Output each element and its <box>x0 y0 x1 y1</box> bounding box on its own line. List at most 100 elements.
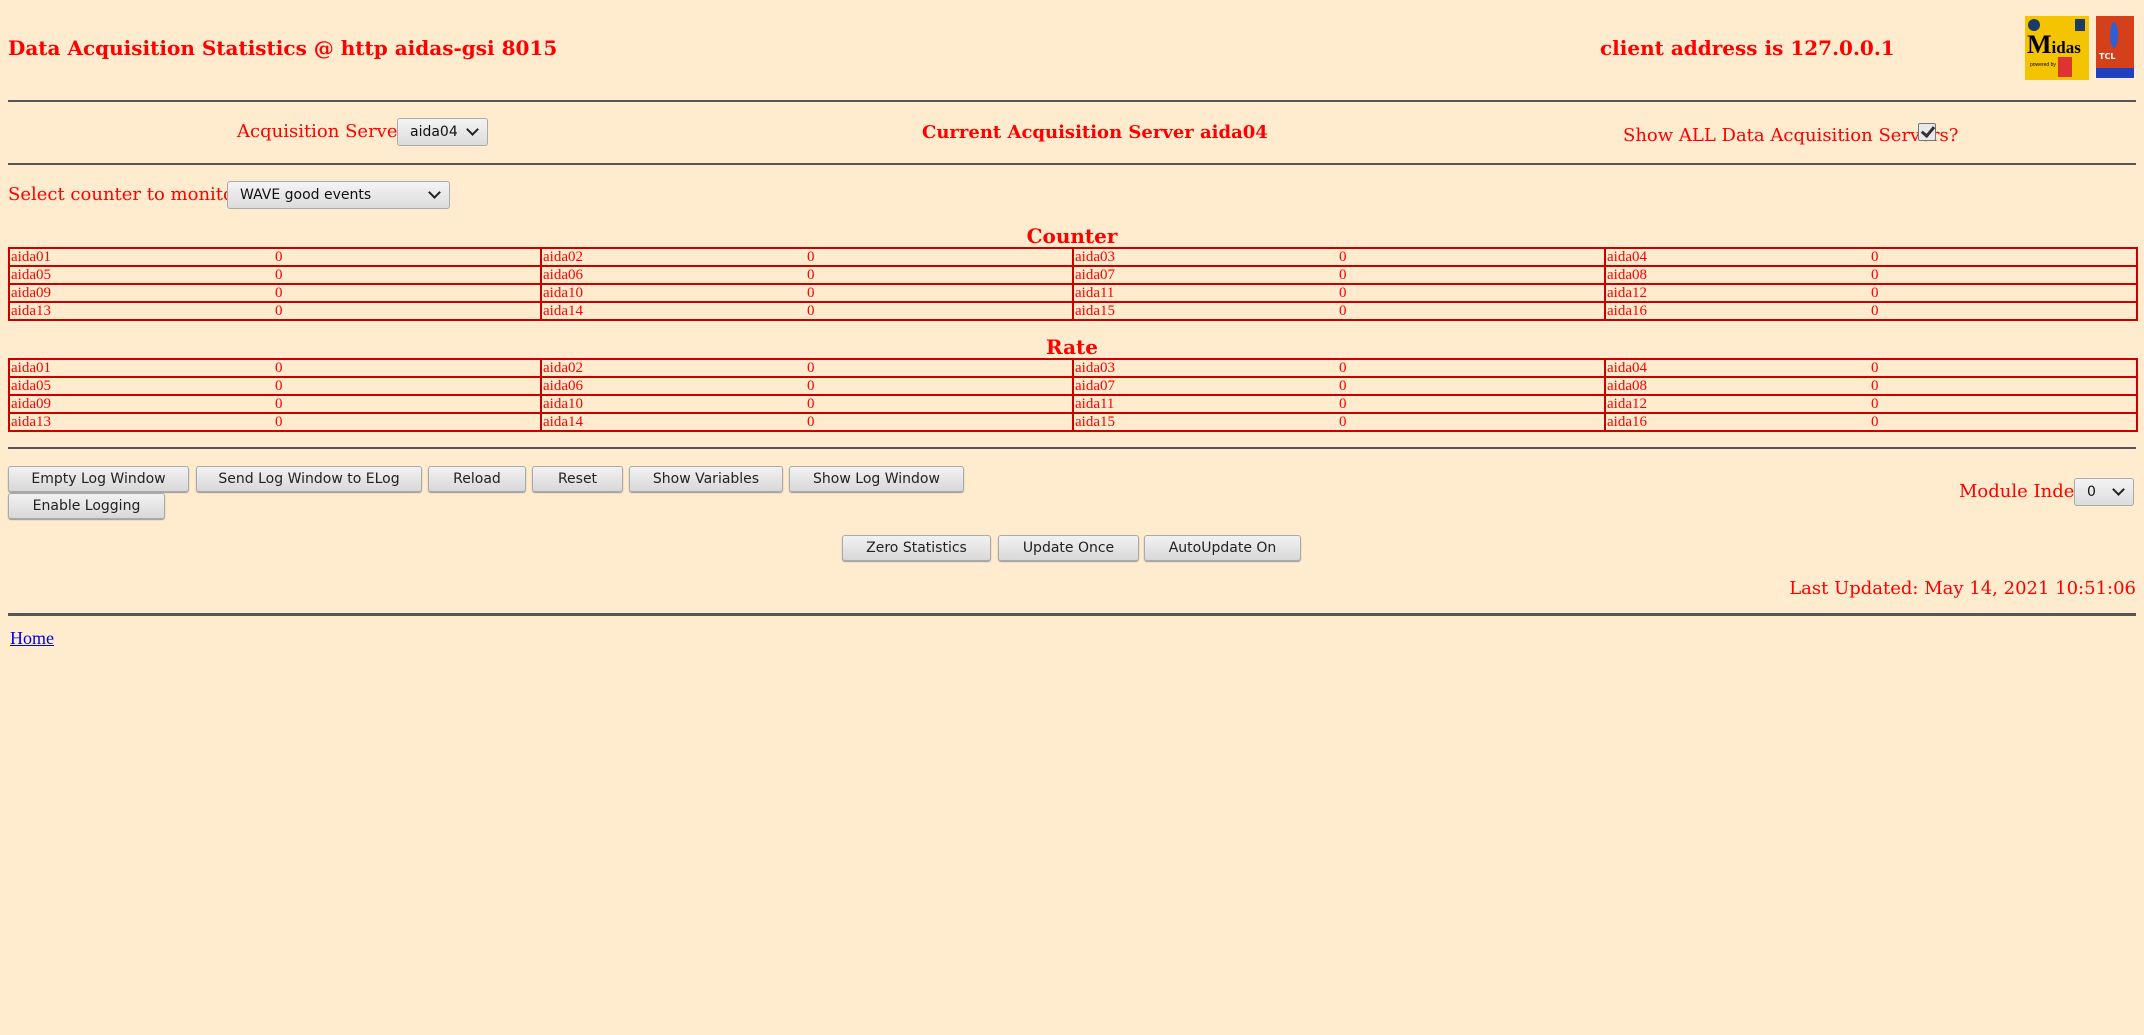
counter-heading: Counter <box>1026 224 1118 248</box>
stat-value: 0 <box>275 360 283 376</box>
stat-cell: aida04 0 <box>1604 358 2138 378</box>
server-name: aida16 <box>1607 414 1647 430</box>
server-name: aida14 <box>543 414 583 430</box>
selected-module-index: 0 <box>2087 484 2096 500</box>
server-name: aida08 <box>1607 267 1647 283</box>
stat-value: 0 <box>275 378 283 394</box>
stat-value: 0 <box>1339 303 1347 319</box>
server-name: aida02 <box>543 360 583 376</box>
stat-value: 0 <box>807 378 815 394</box>
server-name: aida12 <box>1607 396 1647 412</box>
server-name: aida01 <box>11 249 51 265</box>
stat-cell: aida04 0 <box>1604 247 2138 267</box>
server-name: aida16 <box>1607 303 1647 319</box>
stat-value: 0 <box>807 249 815 265</box>
counter-table: aida01 0 aida02 0 aida03 0 aida04 0 aida05 0 aida0… <box>8 247 2138 321</box>
stat-cell: aida07 0 <box>1072 376 1606 396</box>
stat-value: 0 <box>807 267 815 283</box>
stat-value: 0 <box>275 414 283 430</box>
stat-cell: aida10 0 <box>540 394 1074 414</box>
stat-value: 0 <box>1871 249 1879 265</box>
server-name: aida05 <box>11 267 51 283</box>
stat-value: 0 <box>1339 267 1347 283</box>
page-title: Data Acquisition Statistics @ http aidas… <box>8 36 558 60</box>
stat-cell: aida03 0 <box>1072 247 1606 267</box>
reload-button[interactable]: Reload <box>428 466 526 492</box>
stat-cell: aida02 0 <box>540 247 1074 267</box>
stat-cell: aida12 0 <box>1604 394 2138 414</box>
stat-value: 0 <box>1871 285 1879 301</box>
stat-cell: aida05 0 <box>8 376 542 396</box>
server-name: aida10 <box>543 396 583 412</box>
zero-statistics-button[interactable]: Zero Statistics <box>842 535 991 561</box>
counter-select[interactable]: WAVE good events <box>227 181 450 209</box>
stat-cell: aida14 0 <box>540 301 1074 321</box>
acquisition-servers-label: Acquisition Servers <box>237 121 416 142</box>
home-link[interactable]: Home <box>10 628 54 648</box>
stat-cell: aida11 0 <box>1072 283 1606 303</box>
stat-cell: aida06 0 <box>540 376 1074 396</box>
stat-value: 0 <box>807 414 815 430</box>
stat-cell: aida14 0 <box>540 412 1074 432</box>
selected-server: aida04 <box>410 124 458 140</box>
chevron-down-icon <box>2112 483 2125 496</box>
divider <box>8 613 2136 616</box>
stat-value: 0 <box>275 396 283 412</box>
server-name: aida02 <box>543 249 583 265</box>
show-variables-button[interactable]: Show Variables <box>629 466 783 492</box>
server-name: aida03 <box>1075 249 1115 265</box>
stat-value: 0 <box>1871 378 1879 394</box>
server-name: aida11 <box>1075 396 1115 412</box>
counter-select-label: Select counter to monitor <box>8 184 243 205</box>
enable-logging-button[interactable]: Enable Logging <box>8 493 165 519</box>
midas-logo: Midas powered by <box>2025 16 2089 80</box>
server-name: aida07 <box>1075 267 1115 283</box>
stat-cell: aida13 0 <box>8 412 542 432</box>
server-name: aida03 <box>1075 360 1115 376</box>
server-name: aida13 <box>11 303 51 319</box>
show-all-checkbox[interactable] <box>1918 123 1936 141</box>
last-updated: Last Updated: May 14, 2021 10:51:06 <box>1789 578 2136 599</box>
server-name: aida12 <box>1607 285 1647 301</box>
update-once-button[interactable]: Update Once <box>998 535 1139 561</box>
stat-cell: aida02 0 <box>540 358 1074 378</box>
stat-cell: aida13 0 <box>8 301 542 321</box>
stat-value: 0 <box>1339 360 1347 376</box>
server-name: aida06 <box>543 378 583 394</box>
divider <box>8 163 2136 165</box>
stat-cell: aida11 0 <box>1072 394 1606 414</box>
stat-value: 0 <box>1871 396 1879 412</box>
stat-value: 0 <box>1339 396 1347 412</box>
stat-cell: aida07 0 <box>1072 265 1606 285</box>
server-name: aida11 <box>1075 285 1115 301</box>
server-name: aida10 <box>543 285 583 301</box>
stat-value: 0 <box>275 285 283 301</box>
stat-value: 0 <box>1339 285 1347 301</box>
stat-value: 0 <box>275 267 283 283</box>
selected-counter: WAVE good events <box>240 187 372 203</box>
current-server: Current Acquisition Server aida04 <box>922 122 1268 143</box>
stat-value: 0 <box>275 303 283 319</box>
stat-value: 0 <box>1871 360 1879 376</box>
divider <box>8 100 2136 102</box>
empty-log-window-button[interactable]: Empty Log Window <box>8 466 189 492</box>
module-index-select[interactable]: 0 <box>2074 478 2134 506</box>
stat-value: 0 <box>1871 303 1879 319</box>
acquisition-server-select[interactable]: aida04 <box>397 118 488 146</box>
stat-cell: aida01 0 <box>8 247 542 267</box>
stat-cell: aida16 0 <box>1604 412 2138 432</box>
send-log-to-elog-button[interactable]: Send Log Window to ELog <box>196 466 422 492</box>
autoupdate-button[interactable]: AutoUpdate On <box>1144 535 1301 561</box>
server-name: aida08 <box>1607 378 1647 394</box>
stat-cell: aida09 0 <box>8 283 542 303</box>
stat-cell: aida15 0 <box>1072 412 1606 432</box>
stat-cell: aida12 0 <box>1604 283 2138 303</box>
server-name: aida06 <box>543 267 583 283</box>
stat-value: 0 <box>275 249 283 265</box>
server-name: aida05 <box>11 378 51 394</box>
module-index-label: Module Index <box>1959 481 2085 502</box>
show-log-window-button[interactable]: Show Log Window <box>789 466 964 492</box>
stat-value: 0 <box>1871 267 1879 283</box>
reset-button[interactable]: Reset <box>532 466 623 492</box>
divider <box>8 447 2136 449</box>
